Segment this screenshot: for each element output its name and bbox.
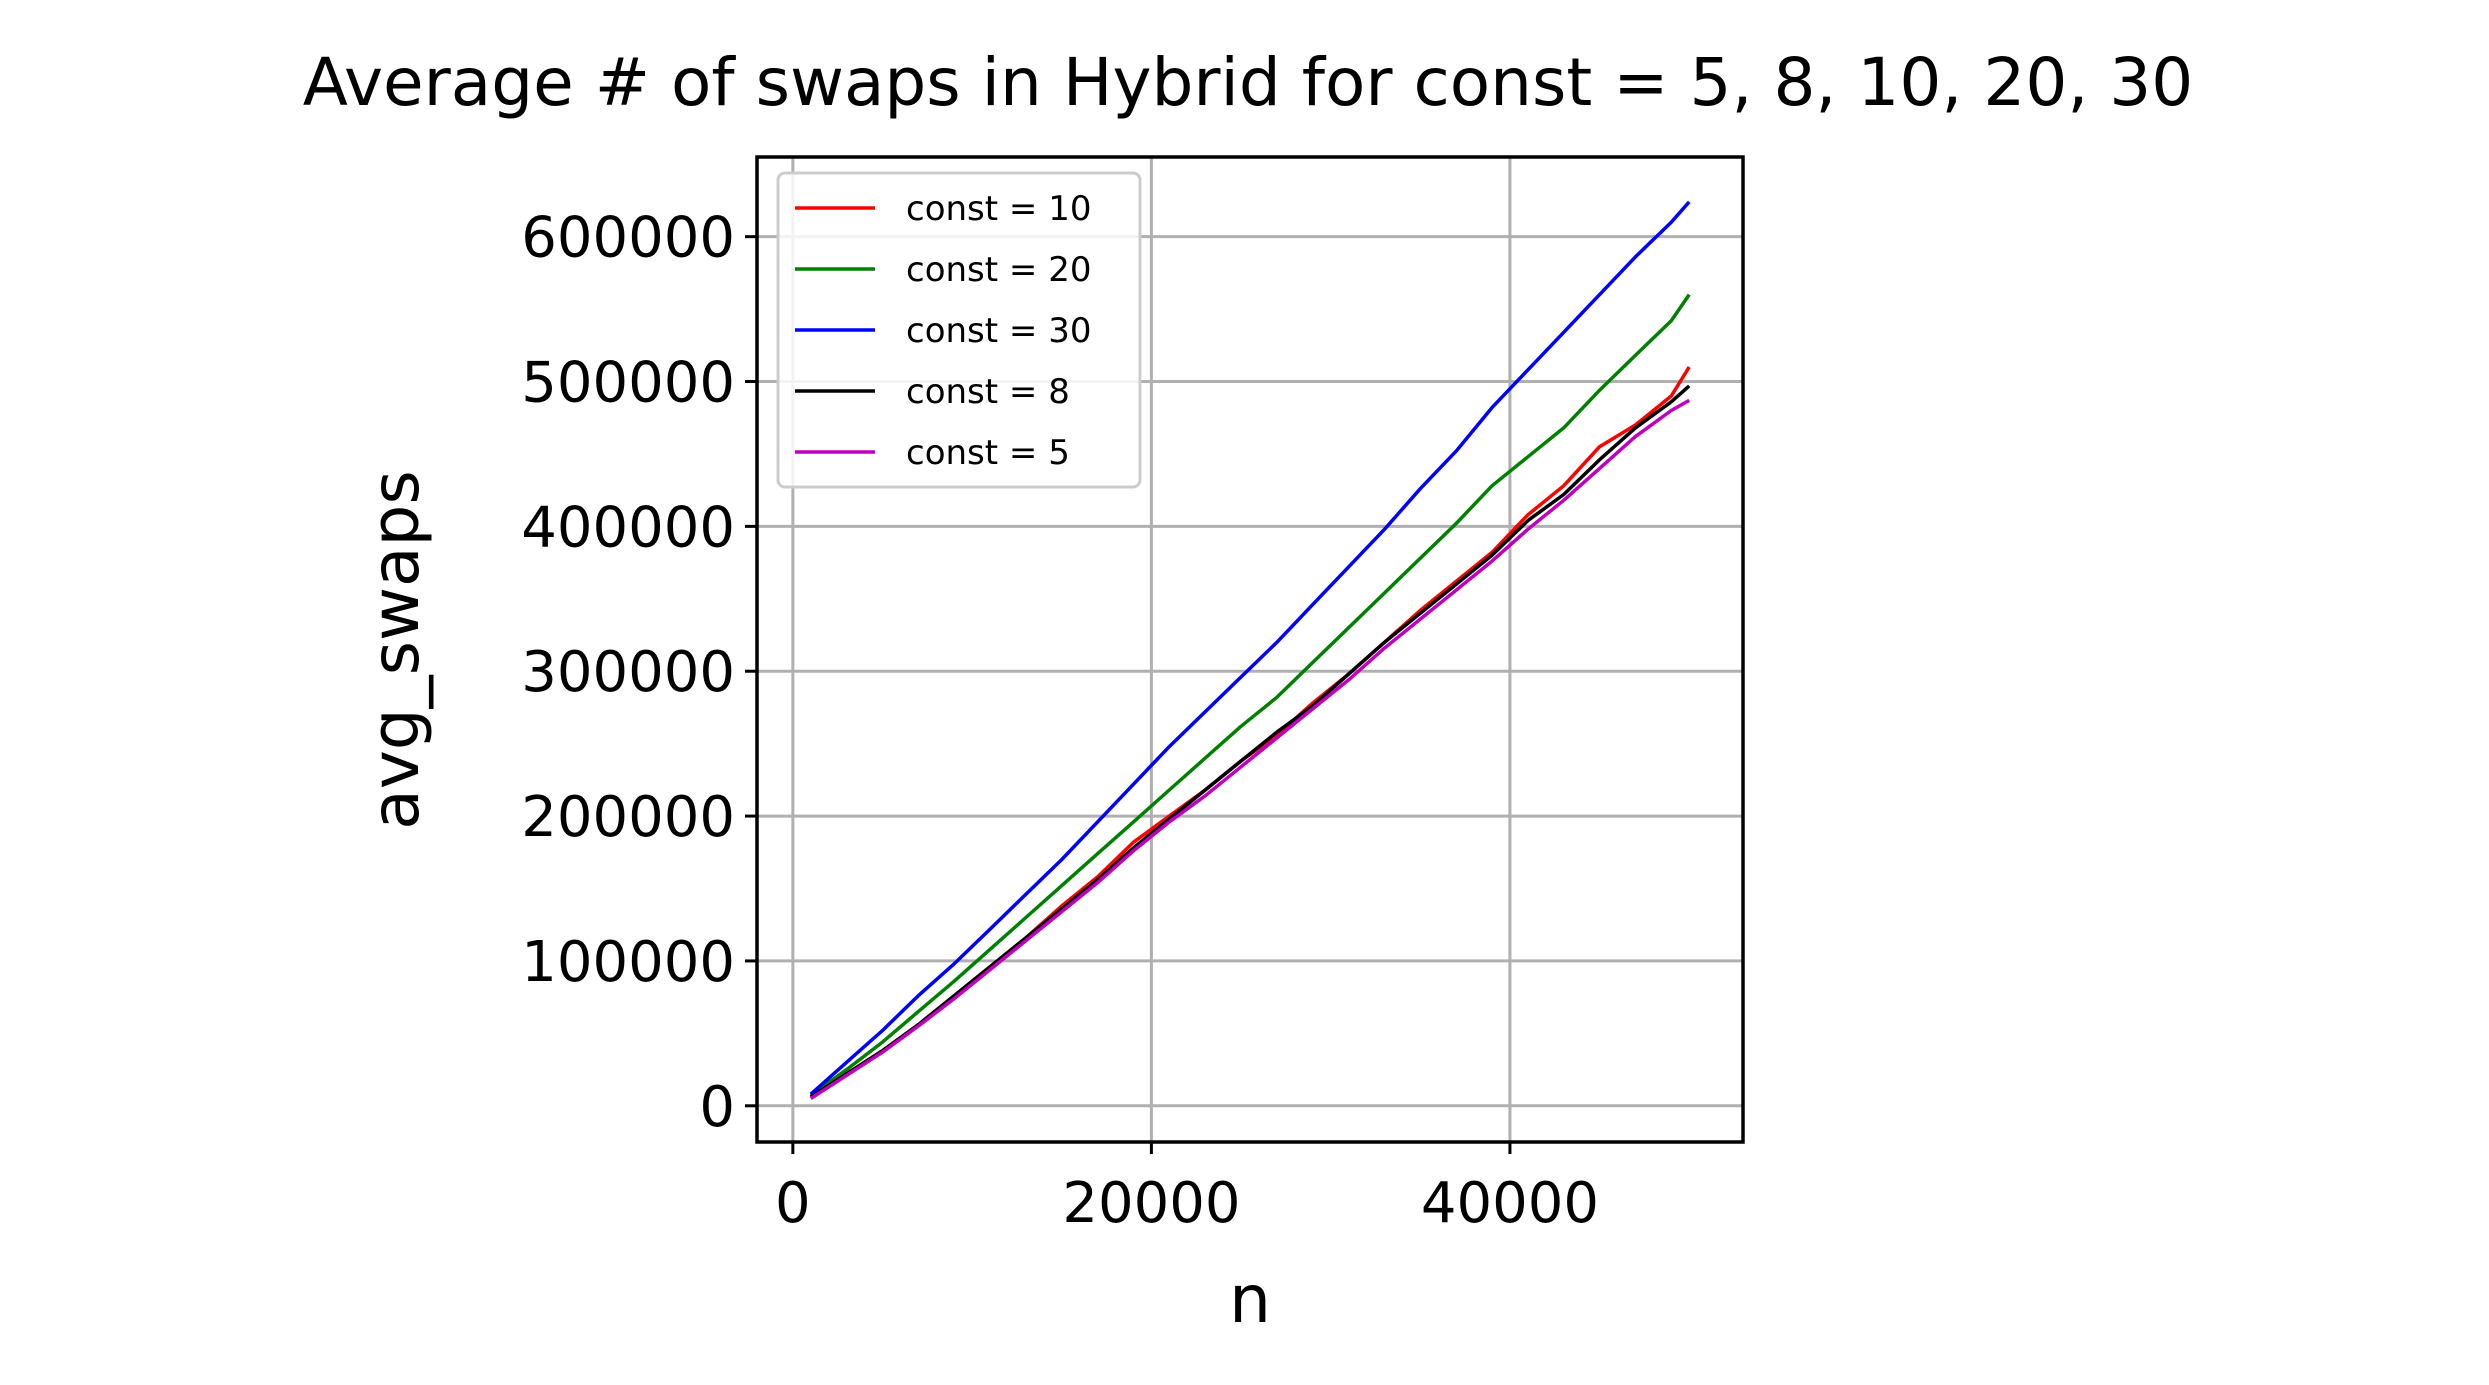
legend-label: const = 30 xyxy=(906,311,1091,351)
x-tick-label: 20000 xyxy=(1062,1171,1240,1236)
y-axis-label: avg_swaps xyxy=(357,470,434,830)
y-tick-label: 0 xyxy=(699,1075,735,1140)
legend-label: const = 10 xyxy=(906,189,1091,229)
plot-frame xyxy=(755,155,1745,1144)
legend-label: const = 20 xyxy=(906,250,1091,290)
x-tick-label: 0 xyxy=(775,1171,811,1236)
legend: const = 10 const = 20 const = 30 const = 8 c… xyxy=(776,171,1142,489)
chart-title: Average # of swaps in Hybrid for const =… xyxy=(303,44,2194,121)
y-tick-label: 400000 xyxy=(521,495,735,560)
y-tick-label: 600000 xyxy=(521,206,735,271)
y-tick-label: 100000 xyxy=(521,930,735,995)
legend-label: const = 8 xyxy=(906,372,1070,412)
series-line xyxy=(809,200,1691,1096)
series-line xyxy=(809,398,1691,1100)
x-axis-label: n xyxy=(1229,1261,1271,1338)
series-line xyxy=(809,293,1691,1098)
x-tick-label: 40000 xyxy=(1421,1171,1599,1236)
y-tick-label: 500000 xyxy=(521,351,735,416)
series-line xyxy=(809,384,1691,1099)
axis-ticks: 0 20000 4000001000002000003000004000005000… xyxy=(521,206,1599,1236)
y-tick-label: 300000 xyxy=(521,640,735,705)
legend-box xyxy=(776,171,1142,489)
y-tick-label: 200000 xyxy=(521,785,735,850)
legend-label: const = 5 xyxy=(906,433,1070,473)
series-lines xyxy=(809,200,1691,1100)
